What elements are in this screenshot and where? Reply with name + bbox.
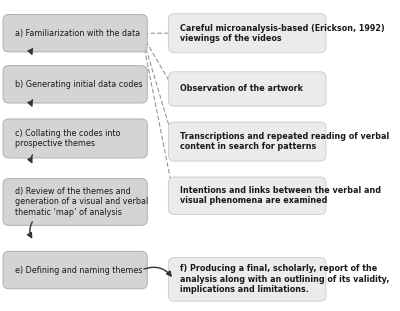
FancyBboxPatch shape (168, 122, 326, 161)
Text: c) Collating the codes into
prospective themes: c) Collating the codes into prospective … (15, 129, 120, 148)
Text: Careful microanalysis-based (Erickson, 1992)
viewings of the videos: Careful microanalysis-based (Erickson, 1… (180, 24, 385, 43)
FancyBboxPatch shape (3, 179, 147, 225)
Text: d) Review of the themes and
generation of a visual and verbal
thematic ‘map’ of : d) Review of the themes and generation o… (15, 187, 148, 217)
Text: e) Defining and naming themes: e) Defining and naming themes (15, 266, 142, 275)
FancyBboxPatch shape (168, 177, 326, 215)
Text: b) Generating initial data codes: b) Generating initial data codes (15, 80, 142, 89)
FancyBboxPatch shape (168, 14, 326, 53)
FancyBboxPatch shape (168, 258, 326, 301)
FancyBboxPatch shape (168, 72, 326, 106)
FancyBboxPatch shape (3, 119, 147, 158)
Text: Transcriptions and repeated reading of verbal
content in search for patterns: Transcriptions and repeated reading of v… (180, 132, 390, 151)
FancyBboxPatch shape (3, 251, 147, 289)
FancyBboxPatch shape (3, 15, 147, 52)
FancyBboxPatch shape (3, 66, 147, 103)
Text: Observation of the artwork: Observation of the artwork (180, 84, 303, 93)
Text: Intentions and links between the verbal and
visual phenomena are examined: Intentions and links between the verbal … (180, 186, 381, 206)
Text: a) Familiarization with the data: a) Familiarization with the data (15, 29, 140, 38)
Text: f) Producing a final, scholarly, report of the
analysis along with an outlining : f) Producing a final, scholarly, report … (180, 264, 390, 294)
